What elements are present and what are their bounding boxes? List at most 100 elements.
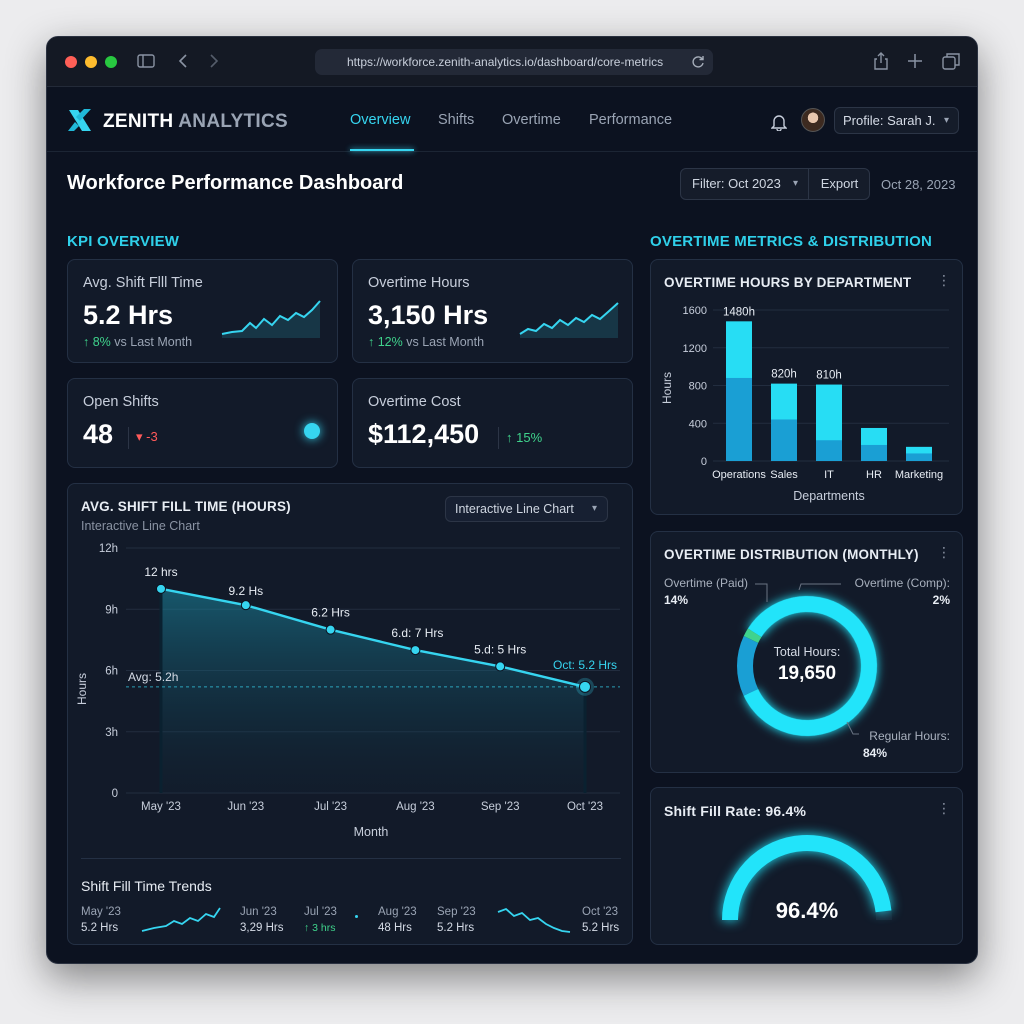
legend-regular-pct: 84% bbox=[863, 746, 888, 760]
data-point[interactable] bbox=[325, 624, 336, 635]
export-button[interactable]: Export bbox=[820, 176, 859, 191]
y-tick-label: 1200 bbox=[683, 343, 707, 355]
data-label: 6.d: 7 Hrs bbox=[391, 626, 443, 640]
active-tab-indicator bbox=[350, 149, 414, 151]
bar-value-label: 810h bbox=[816, 370, 842, 382]
data-point[interactable] bbox=[240, 600, 251, 611]
new-tab-icon[interactable] bbox=[908, 54, 922, 68]
profile-dropdown[interactable]: Profile: Sarah J. ▾ bbox=[834, 107, 959, 134]
donut-slice[interactable] bbox=[721, 580, 892, 751]
kpi-card-overtime-cost[interactable]: Overtime Cost $112,450 ↑ 15% bbox=[352, 378, 633, 468]
leader-line bbox=[846, 721, 859, 735]
y-tick-label: 0 bbox=[112, 788, 118, 800]
chevron-down-icon: ▾ bbox=[792, 178, 798, 189]
gauge-value: 96.4% bbox=[776, 898, 838, 923]
kpi-change: ↑ 8% vs Last Month bbox=[83, 335, 193, 349]
legend-paid-name: Overtime (Paid) bbox=[664, 576, 749, 590]
filter-label: Filter: Oct 2023 bbox=[692, 176, 781, 191]
x-tick-label: Sep '23 bbox=[481, 801, 520, 813]
data-point[interactable] bbox=[156, 583, 166, 594]
chevron-down-icon: ▾ bbox=[943, 115, 949, 126]
x-tick-label: Aug '23 bbox=[396, 801, 435, 813]
trend-item: May '23 5.2 Hrs bbox=[81, 906, 121, 934]
data-point[interactable] bbox=[410, 645, 421, 656]
forward-icon[interactable] bbox=[209, 54, 219, 68]
data-point[interactable] bbox=[579, 680, 591, 693]
bar-lower-segment[interactable] bbox=[726, 377, 752, 461]
trend-item: Jun '23 3,29 Hrs bbox=[240, 906, 284, 934]
kpi-label: Avg. Shift Flll Time bbox=[83, 275, 203, 291]
kpi-label: Overtime Hours bbox=[368, 275, 470, 291]
data-point[interactable] bbox=[495, 661, 506, 672]
kpi-card-overtime-hours[interactable]: Overtime Hours 3,150 Hrs ↑ 12% vs Last M… bbox=[352, 259, 633, 363]
more-options-icon[interactable]: ⋮ bbox=[937, 800, 951, 816]
more-options-icon[interactable]: ⋮ bbox=[937, 544, 951, 560]
sparkline-fill-time bbox=[221, 300, 321, 338]
line-chart-title: AVG. SHIFT FILL TIME (HOURS) bbox=[81, 499, 291, 514]
gauge-title: Shift Fill Rate: 96.4% bbox=[664, 803, 807, 819]
tab-overview[interactable]: Overview bbox=[350, 112, 411, 128]
more-options-icon[interactable]: ⋮ bbox=[937, 272, 951, 288]
share-icon[interactable] bbox=[873, 52, 889, 70]
logo-text: ZENITH ANALYTICS bbox=[103, 111, 288, 132]
legend-regular-name: Regular Hours: bbox=[869, 729, 950, 743]
avatar[interactable] bbox=[801, 108, 825, 132]
x-tick-label: Operations bbox=[712, 469, 766, 481]
bar-lower-segment[interactable] bbox=[771, 419, 797, 461]
chart-type-select[interactable]: Interactive Line Chart ▾ bbox=[445, 496, 608, 522]
bell-icon[interactable] bbox=[771, 114, 787, 131]
filter-dropdown[interactable]: Filter: Oct 2023 ▾ bbox=[681, 169, 809, 199]
address-bar[interactable]: https://workforce.zenith-analytics.io/da… bbox=[315, 49, 713, 75]
bar-lower-segment[interactable] bbox=[861, 444, 887, 461]
y-tick-label: 3h bbox=[105, 727, 118, 739]
overtime-section-heading: OVERTIME METRICS & DISTRIBUTION bbox=[650, 233, 933, 250]
trend-sparkline bbox=[141, 907, 221, 932]
y-tick-label: 800 bbox=[689, 381, 707, 393]
divider bbox=[498, 427, 499, 449]
kpi-card-fill-time[interactable]: Avg. Shift Flll Time 5.2 Hrs ↑ 8% vs Las… bbox=[67, 259, 338, 363]
filter-export-group: Filter: Oct 2023 ▾ Export bbox=[680, 168, 870, 200]
kpi-value: 5.2 Hrs bbox=[83, 300, 174, 330]
back-icon[interactable] bbox=[178, 54, 188, 68]
donut-center-value: 19,650 bbox=[778, 663, 836, 684]
x-tick-label: Marketing bbox=[895, 469, 943, 481]
status-indicator-dot bbox=[304, 423, 320, 439]
line-chart[interactable]: 0 3h 6h 9h 12h May '23 Jun '23 Jul '23 Aug '23 Se… bbox=[68, 534, 634, 844]
donut-chart-title: OVERTIME DISTRIBUTION (MONTHLY) bbox=[664, 547, 919, 562]
y-tick-label: 400 bbox=[689, 418, 707, 430]
x-tick-label: Jul '23 bbox=[314, 801, 347, 813]
data-label: Oct: 5.2 Hrs bbox=[553, 658, 617, 672]
kpi-value: 3,150 Hrs bbox=[368, 300, 489, 330]
line-area bbox=[161, 588, 585, 793]
tab-overtime[interactable]: Overtime bbox=[502, 112, 561, 128]
bar-chart-card: OVERTIME HOURS BY DEPARTMENT ⋮ 0 400 800 12… bbox=[650, 259, 963, 515]
tab-shifts[interactable]: Shifts bbox=[438, 112, 475, 128]
bar-lower-segment[interactable] bbox=[816, 440, 842, 461]
kpi-label: Overtime Cost bbox=[368, 394, 461, 410]
kpi-value: $112,450 bbox=[368, 419, 480, 449]
maximize-window-button[interactable] bbox=[105, 56, 117, 68]
reload-icon[interactable] bbox=[691, 55, 705, 69]
minimize-window-button[interactable] bbox=[85, 56, 97, 68]
gauge-fill bbox=[722, 835, 892, 921]
sidebar-icon[interactable] bbox=[137, 54, 155, 68]
kpi-change: ↑ 12% vs Last Month bbox=[368, 335, 485, 349]
y-axis-label: Hours bbox=[75, 673, 89, 705]
bar-chart[interactable]: 0 400 800 1200 1600 1480h Operations 820h Sales… bbox=[651, 298, 964, 513]
kpi-change: ↑ 15% bbox=[506, 430, 543, 445]
tabs-icon[interactable] bbox=[942, 53, 960, 70]
leader-line bbox=[798, 583, 841, 591]
y-tick-label: 0 bbox=[701, 456, 707, 468]
kpi-label: Open Shifts bbox=[83, 394, 159, 410]
trend-item: Jul '23 ↑ 3 hrs bbox=[304, 906, 337, 934]
tab-performance[interactable]: Performance bbox=[589, 112, 673, 128]
bar-lower-segment[interactable] bbox=[906, 453, 932, 461]
close-window-button[interactable] bbox=[65, 56, 77, 68]
data-label: 12 hrs bbox=[144, 565, 177, 579]
divider bbox=[128, 427, 129, 449]
gauge-card: Shift Fill Rate: 96.4% ⋮ 96.4% bbox=[650, 787, 963, 945]
donut-chart[interactable]: Total Hours: 19,650 bbox=[651, 532, 964, 774]
kpi-card-open-shifts[interactable]: Open Shifts 48 ▾ -3 bbox=[67, 378, 338, 468]
page-title: Workforce Performance Dashboard bbox=[67, 172, 404, 194]
bar-value-label: 820h bbox=[771, 369, 797, 381]
